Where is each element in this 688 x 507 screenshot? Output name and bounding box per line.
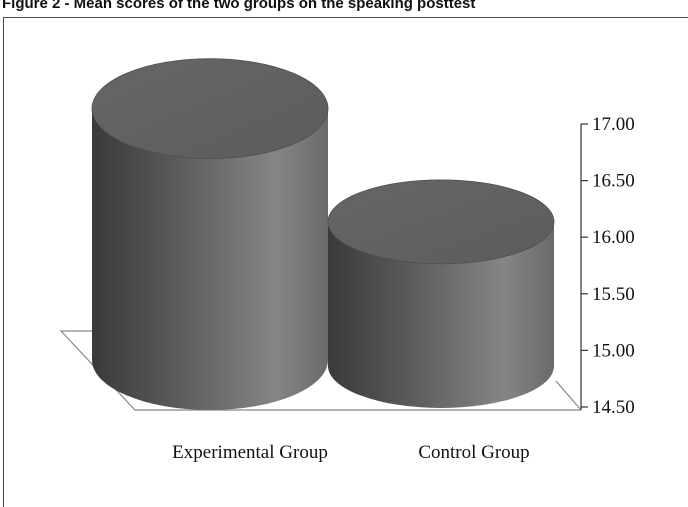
- x-category-label: Control Group: [418, 442, 529, 463]
- cylinder-body: [328, 221, 554, 408]
- y-tick-label: 14.50: [592, 397, 635, 418]
- floor-edge: [555, 380, 582, 411]
- chart-frame: [3, 17, 688, 507]
- cylinder-bar: [327, 179, 555, 408]
- y-tick-label: 15.00: [592, 340, 635, 361]
- cylinder-top: [327, 179, 555, 265]
- y-tick-label: 15.50: [592, 284, 635, 305]
- figure-title: Figure 2 - Mean scores of the two groups…: [2, 0, 476, 12]
- x-category-label: Experimental Group: [172, 442, 328, 463]
- y-tick-label: 16.00: [592, 227, 635, 248]
- cylinder-top: [91, 58, 329, 160]
- y-tick-label: 16.50: [592, 171, 635, 192]
- cylinder-body: [92, 108, 328, 410]
- chart: 14.50 15.00 15.50 16.00 16.50 17.00 Experimen…: [59, 58, 635, 463]
- y-tick-label: 17.00: [592, 114, 635, 135]
- cylinder-bar: [91, 58, 329, 410]
